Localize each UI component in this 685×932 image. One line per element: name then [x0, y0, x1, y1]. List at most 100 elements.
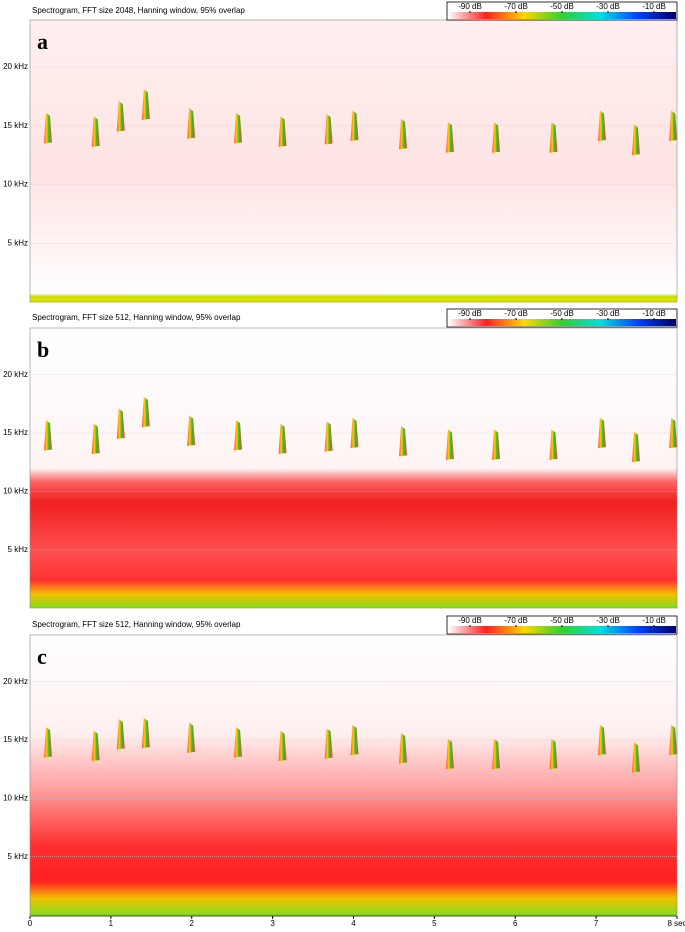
syllable — [141, 717, 150, 749]
syllable — [278, 423, 287, 454]
syllable — [492, 429, 501, 460]
syllable — [187, 108, 196, 139]
syllable — [350, 110, 359, 142]
colorbar-label: -90 dB — [458, 616, 482, 625]
syllable — [187, 415, 196, 446]
colorbar — [448, 319, 676, 326]
syllable — [549, 429, 558, 460]
syllable — [669, 417, 678, 449]
y-tick-label: 5 kHz — [8, 238, 28, 247]
syllable — [234, 420, 243, 451]
syllable — [399, 733, 408, 764]
syllable — [399, 118, 408, 150]
syllable — [324, 728, 333, 759]
panel-letter: b — [37, 337, 49, 362]
syllable — [492, 122, 501, 153]
syllable — [141, 396, 150, 428]
colorbar-label: -50 dB — [550, 2, 574, 11]
y-tick-label: 5 kHz — [8, 852, 28, 861]
plot-frame — [29, 327, 678, 609]
syllable — [597, 417, 606, 449]
syllable — [445, 429, 454, 460]
syllable — [116, 719, 125, 750]
colorbar — [448, 626, 676, 633]
syllable — [187, 722, 196, 753]
colorbar-label: -70 dB — [504, 616, 528, 625]
syllable — [445, 122, 454, 153]
y-tick-label: 20 kHz — [3, 677, 28, 686]
panel-title: Spectrogram, FFT size 512, Hanning windo… — [32, 620, 241, 629]
x-tick-label: 4 — [351, 919, 356, 927]
colorbar-label: -50 dB — [550, 616, 574, 625]
syllable — [116, 101, 125, 132]
syllable — [324, 114, 333, 145]
colorbar-label: -10 dB — [642, 309, 666, 318]
plot-background — [30, 328, 677, 608]
panel-title: Spectrogram, FFT size 2048, Hanning wind… — [32, 6, 245, 15]
colorbar-label: -70 dB — [504, 309, 528, 318]
y-tick-label: 15 kHz — [3, 428, 28, 437]
syllable — [141, 89, 150, 120]
colorbar-label: -30 dB — [596, 309, 620, 318]
x-tick-label: 7 — [594, 919, 599, 927]
panel-title: Spectrogram, FFT size 512, Hanning windo… — [32, 313, 241, 322]
syllable — [350, 417, 359, 449]
syllable — [549, 738, 558, 770]
syllable — [669, 724, 678, 756]
syllable — [549, 122, 558, 153]
y-tick-label: 20 kHz — [3, 62, 28, 71]
syllable — [350, 724, 359, 756]
y-tick-label: 10 kHz — [3, 486, 28, 495]
plot-background — [30, 20, 677, 302]
colorbar-label: -70 dB — [504, 2, 528, 11]
colorbar-label: -10 dB — [642, 616, 666, 625]
syllable — [399, 426, 408, 457]
x-tick-label: 3 — [270, 919, 275, 927]
syllable — [631, 124, 640, 156]
colorbar-label: -90 dB — [458, 309, 482, 318]
x-tick-label: 2 — [190, 919, 195, 927]
colorbar-label: -30 dB — [596, 616, 620, 625]
colorbar — [448, 12, 676, 19]
colorbar-label: -50 dB — [550, 309, 574, 318]
syllable — [116, 408, 125, 439]
x-tick-label: 0 — [28, 919, 33, 927]
plot-frame — [29, 19, 678, 303]
syllable — [597, 724, 606, 756]
syllable — [324, 421, 333, 452]
y-tick-label: 15 kHz — [3, 121, 28, 130]
plot-background — [30, 635, 677, 915]
panel-letter: a — [37, 29, 48, 54]
colorbar-label: -30 dB — [596, 2, 620, 11]
syllable — [278, 116, 287, 147]
x-tick-label: 8 sec — [667, 919, 685, 927]
syllable — [278, 730, 287, 761]
y-tick-label: 10 kHz — [3, 793, 28, 802]
y-tick-label: 20 kHz — [3, 370, 28, 379]
x-tick-label: 6 — [513, 919, 518, 927]
x-tick-label: 1 — [109, 919, 114, 927]
y-tick-label: 15 kHz — [3, 735, 28, 744]
colorbar-label: -10 dB — [642, 2, 666, 11]
syllable — [445, 738, 454, 770]
colorbar-label: -90 dB — [458, 2, 482, 11]
panel-letter: c — [37, 644, 47, 669]
syllable — [631, 742, 640, 773]
syllable — [234, 112, 243, 144]
y-tick-label: 5 kHz — [8, 545, 28, 554]
plot-frame — [29, 634, 678, 916]
syllable — [492, 738, 501, 770]
syllable — [43, 420, 52, 451]
syllable — [91, 116, 100, 147]
x-tick-label: 5 — [432, 919, 437, 927]
syllable — [597, 110, 606, 142]
syllable — [43, 727, 52, 758]
y-tick-label: 10 kHz — [3, 180, 28, 189]
syllable — [631, 431, 640, 463]
syllable — [43, 112, 52, 144]
syllable — [669, 110, 678, 142]
syllable — [91, 730, 100, 761]
syllable — [91, 423, 100, 454]
syllable — [234, 727, 243, 758]
